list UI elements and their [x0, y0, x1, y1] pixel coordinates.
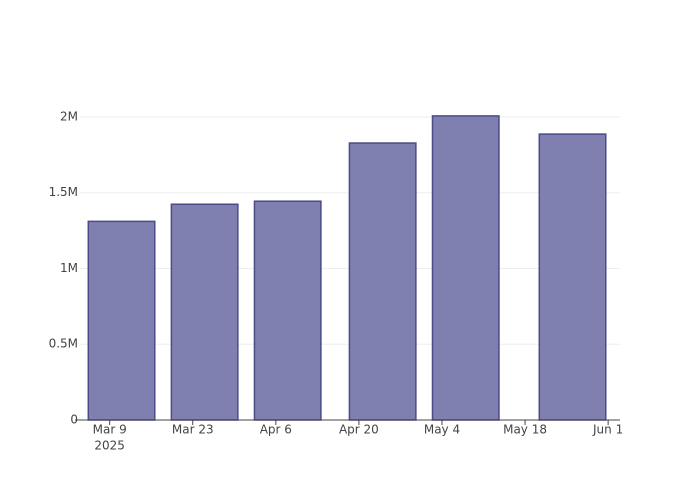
y-tick-label: 0 [70, 413, 78, 427]
x-tick-label: Mar 23 [172, 423, 214, 437]
y-tick-label: 1M [60, 261, 78, 275]
x-tick-label: May 4 [424, 423, 460, 437]
x-tick-year: 2025 [94, 439, 125, 453]
y-tick-label: 1.5M [49, 185, 78, 199]
bar [170, 203, 239, 421]
x-tick-label: Mar 9 [93, 423, 127, 437]
bar [87, 220, 156, 421]
bar [253, 200, 322, 421]
bar [538, 133, 607, 421]
y-tick-label: 0.5M [49, 337, 78, 351]
x-tick-label: Jun 1 [592, 423, 623, 437]
x-tick-label: May 18 [503, 423, 547, 437]
x-tick-label: Apr 20 [339, 423, 379, 437]
bar [348, 142, 417, 421]
x-tick-label: Apr 6 [260, 423, 292, 437]
y-tick-label: 2M [60, 109, 78, 123]
bar [431, 115, 500, 421]
